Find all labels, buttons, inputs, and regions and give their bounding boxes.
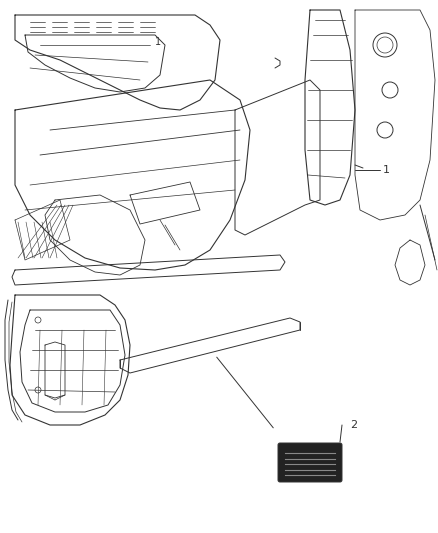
Text: 2: 2 <box>350 420 357 430</box>
Text: 1: 1 <box>383 165 390 175</box>
Text: 1: 1 <box>155 37 161 47</box>
FancyBboxPatch shape <box>278 443 342 482</box>
